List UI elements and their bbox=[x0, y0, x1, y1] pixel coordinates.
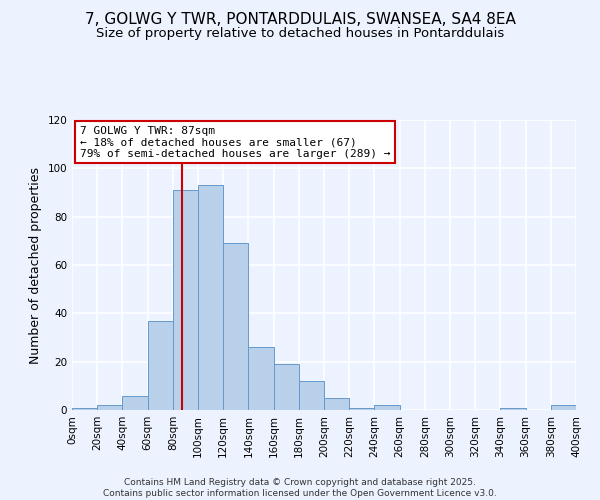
Bar bbox=[173, 190, 198, 410]
Text: Size of property relative to detached houses in Pontarddulais: Size of property relative to detached ho… bbox=[96, 28, 504, 40]
Bar bbox=[374, 405, 400, 410]
Bar bbox=[248, 347, 274, 410]
Bar bbox=[299, 381, 324, 410]
Bar bbox=[324, 398, 349, 410]
Bar bbox=[72, 408, 97, 410]
Bar bbox=[122, 396, 148, 410]
Bar bbox=[274, 364, 299, 410]
Bar bbox=[349, 408, 374, 410]
Text: Contains HM Land Registry data © Crown copyright and database right 2025.
Contai: Contains HM Land Registry data © Crown c… bbox=[103, 478, 497, 498]
Bar bbox=[148, 320, 173, 410]
Text: 7, GOLWG Y TWR, PONTARDDULAIS, SWANSEA, SA4 8EA: 7, GOLWG Y TWR, PONTARDDULAIS, SWANSEA, … bbox=[85, 12, 515, 28]
Bar bbox=[97, 405, 122, 410]
Bar bbox=[223, 244, 248, 410]
Bar bbox=[198, 185, 223, 410]
Bar bbox=[500, 408, 526, 410]
Bar bbox=[551, 405, 576, 410]
Text: 7 GOLWG Y TWR: 87sqm
← 18% of detached houses are smaller (67)
79% of semi-detac: 7 GOLWG Y TWR: 87sqm ← 18% of detached h… bbox=[80, 126, 390, 159]
Y-axis label: Number of detached properties: Number of detached properties bbox=[29, 166, 42, 364]
